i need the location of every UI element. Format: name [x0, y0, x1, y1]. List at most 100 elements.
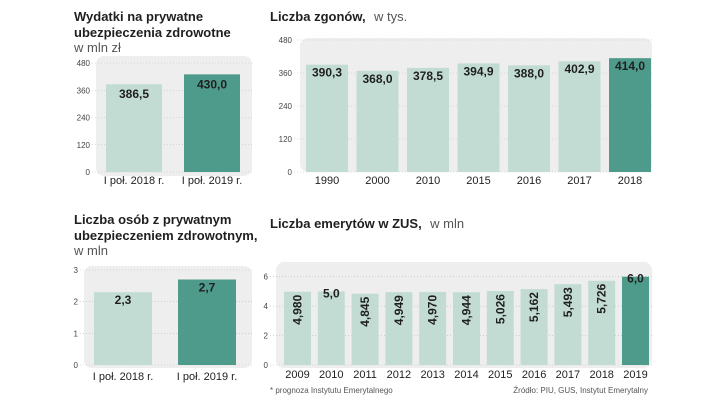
x-tick-label: 2012	[387, 369, 411, 381]
x-tick-label: 2017	[567, 175, 591, 187]
chart3-title-line2: ubezpieczeniem zdrowotnym,	[74, 228, 257, 243]
y-tick-label: 2	[74, 298, 79, 307]
data-label: 5,726	[595, 283, 609, 313]
data-label: 394,9	[463, 64, 493, 78]
data-label: 378,5	[413, 69, 443, 83]
bar-2015	[486, 291, 514, 365]
x-tick-label: I poł. 2019 r.	[182, 175, 243, 187]
y-tick-label: 240	[77, 114, 91, 123]
x-tick-label: 2017	[556, 369, 580, 381]
data-label: 386,5	[119, 87, 149, 101]
y-tick-label: 4	[264, 302, 269, 311]
data-label: 388,0	[514, 66, 544, 80]
data-label: 5,493	[561, 287, 575, 317]
y-tick-label: 120	[77, 141, 91, 150]
x-tick-label: 2010	[319, 369, 343, 381]
chart4-title-main: Liczba emerytów w ZUS,	[270, 216, 422, 231]
bar-2010	[407, 67, 449, 172]
bar-2013	[419, 291, 447, 365]
x-tick-label: 2018	[618, 175, 642, 187]
bar-2018	[588, 280, 616, 365]
bar-I poł. 2018 r.	[94, 292, 152, 365]
chart1-title-line2: ubezpieczenia zdrowotne	[74, 25, 231, 40]
data-label: 390,3	[312, 66, 342, 80]
footnote-forecast: * prognoza Instytutu Emerytalnego	[270, 386, 393, 395]
bar-2011	[351, 293, 379, 365]
y-tick-label: 240	[279, 102, 293, 111]
bar-2015	[457, 63, 500, 173]
x-tick-label: 2015	[488, 369, 512, 381]
y-tick-label: 480	[279, 36, 293, 45]
data-label: 5,026	[493, 294, 507, 324]
bar-2014	[453, 292, 480, 365]
data-label: 4,944	[460, 295, 474, 325]
bar-1990	[306, 64, 348, 172]
data-label: 6,0	[627, 272, 644, 286]
chart3-title-line1: Liczba osób z prywatnym	[74, 212, 231, 227]
x-tick-label: I poł. 2019 r.	[177, 371, 238, 383]
bar-2016	[508, 65, 550, 172]
bar-I poł. 2018 r.	[106, 84, 162, 172]
y-tick-label: 480	[77, 59, 91, 68]
y-tick-label: 3	[74, 266, 79, 275]
chart2-title: Liczba zgonów, w tys.	[270, 8, 407, 25]
y-tick-label: 0	[86, 168, 91, 177]
bar-I poł. 2019 r.	[178, 279, 236, 365]
data-label: 2,3	[115, 293, 132, 307]
data-label: 2,7	[199, 281, 216, 295]
y-tick-label: 360	[279, 69, 293, 78]
x-tick-label: 2019	[623, 369, 647, 381]
bar-2019	[622, 276, 649, 365]
data-label: 4,980	[291, 294, 305, 324]
x-tick-label: 2000	[365, 175, 389, 187]
bar-2017	[554, 284, 582, 365]
chart2-title-unit: w tys.	[373, 9, 407, 24]
y-tick-label: 0	[288, 168, 293, 177]
x-tick-label: 2013	[420, 369, 444, 381]
x-tick-label: I poł. 2018 r.	[93, 371, 154, 383]
x-tick-label: 2018	[589, 369, 613, 381]
data-label: 4,949	[392, 295, 406, 325]
chart4-title: Liczba emerytów w ZUS, w mln	[270, 215, 464, 232]
data-label: 414,0	[615, 59, 645, 73]
bar-2009	[284, 291, 311, 365]
x-tick-label: I poł. 2018 r.	[104, 175, 165, 187]
x-tick-label: 2011	[353, 369, 377, 381]
y-tick-label: 6	[264, 273, 269, 282]
chart-insured-persons: 0 1 2 3 2,3 I poł. 2018 r. 2,7 I poł. 2019 r.	[74, 266, 252, 383]
bar-2017	[558, 61, 601, 172]
data-label: 368,0	[362, 72, 392, 86]
chart1-title-line1: Wydatki na prywatne	[74, 9, 203, 24]
y-tick-label: 0	[74, 361, 79, 370]
bar-2010	[317, 291, 345, 365]
y-tick-label: 1	[74, 329, 79, 338]
bar-2012	[385, 292, 413, 365]
x-tick-label: 1990	[315, 175, 339, 187]
y-tick-label: 360	[77, 86, 91, 95]
x-tick-label: 2015	[466, 175, 490, 187]
source-note: Źródło: PIU, GUS, Instytut Emerytalny	[513, 386, 648, 395]
chart-zus-pensioners: 0 2 4 6 4,980 2009 5,0 2010 4,845 2011 4,949 2012 4,…	[264, 262, 652, 381]
chart-deaths: 0 120 240 360 480 390,3 1990 368,0 2000 378,5 2010…	[279, 36, 652, 187]
data-label: 5,0	[323, 286, 340, 300]
data-label: 4,845	[358, 296, 372, 326]
data-label: 430,0	[197, 77, 227, 91]
bar-2016	[520, 289, 548, 365]
x-tick-label: 2016	[522, 369, 546, 381]
data-label: 402,9	[564, 62, 594, 76]
chart2-title-main: Liczba zgonów,	[270, 9, 366, 24]
y-tick-label: 120	[279, 135, 293, 144]
chart1-subtitle: w mln zł	[73, 40, 121, 55]
chart3-subtitle: w mln	[73, 243, 108, 258]
y-tick-label: 2	[264, 332, 269, 341]
x-tick-label: 2010	[416, 175, 440, 187]
x-tick-label: 2014	[454, 369, 478, 381]
bar-I poł. 2019 r.	[184, 74, 240, 172]
y-tick-label: 0	[264, 361, 269, 370]
data-label: 4,970	[426, 295, 440, 325]
x-tick-label: 2009	[285, 369, 309, 381]
bar-2000	[356, 70, 399, 172]
data-label: 5,162	[527, 292, 541, 322]
chart4-title-unit: w mln	[429, 216, 464, 231]
